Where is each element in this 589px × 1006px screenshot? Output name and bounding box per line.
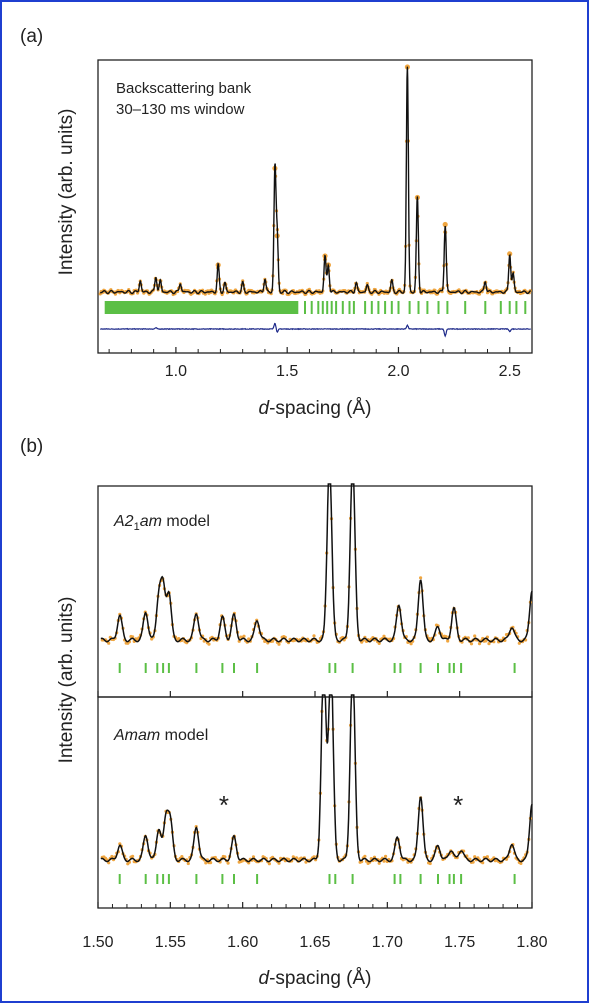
observed-point	[177, 637, 181, 641]
panel-a-calculated-series	[100, 66, 532, 295]
x-tick-label: 1.60	[227, 934, 258, 951]
observed-point	[477, 642, 482, 646]
observed-point	[223, 855, 227, 859]
panel-a-xlabel-italic: d	[259, 398, 271, 419]
observed-point	[110, 854, 114, 859]
observed-point	[107, 641, 111, 645]
observed-point	[442, 221, 448, 228]
model-label-italic: A2	[113, 513, 134, 530]
panel-b-plot: A21am model Amam model * * 1.50 1.55 1.60 1.…	[82, 483, 548, 951]
observed-point	[363, 854, 367, 858]
observed-point	[207, 642, 211, 646]
observed-point	[251, 855, 256, 859]
observed-point	[226, 861, 230, 865]
panel-b-lower-model-label: Amam model	[113, 727, 208, 744]
observed-point	[247, 637, 251, 641]
panel-a-annotation-line-1: Backscattering bank	[116, 80, 252, 97]
reflection-tick-band	[104, 301, 299, 314]
x-tick-label: 1.0	[165, 363, 187, 380]
asterisk-marker: *	[453, 790, 463, 820]
model-label-italic: Amam	[113, 727, 160, 744]
observed-point	[186, 861, 190, 866]
panel-a-xlabel-rest: -spacing (Å)	[269, 398, 371, 419]
observed-point	[312, 634, 316, 638]
panel-b-xlabel-rest: -spacing (Å)	[269, 968, 371, 989]
observed-point	[487, 642, 491, 646]
panel-b-ylabel: Intensity (arb. units)	[56, 597, 77, 764]
observed-point	[312, 855, 316, 859]
observed-point	[507, 251, 513, 257]
observed-point	[384, 854, 388, 859]
observed-point	[277, 861, 281, 865]
panel-b-lower-calculated-series	[100, 694, 533, 863]
panel-b-asterisks: * *	[219, 790, 463, 820]
x-tick-label: 1.50	[82, 934, 113, 951]
panel-b-x-ticks: 1.50 1.55 1.60 1.65 1.70 1.75 1.80	[82, 691, 548, 951]
model-label-rest: model	[160, 727, 208, 744]
panel-a-reflection-ticks	[104, 301, 527, 314]
observed-point	[469, 642, 474, 646]
x-tick-label: 1.5	[276, 363, 298, 380]
panel-a-ylabel: Intensity (arb. units)	[56, 109, 77, 276]
observed-point	[377, 641, 381, 646]
x-tick-label: 1.70	[372, 934, 403, 951]
model-label-italic-2: am	[140, 513, 162, 530]
observed-point	[446, 639, 450, 643]
observed-point	[485, 855, 489, 859]
x-tick-label: 2.0	[387, 363, 409, 380]
x-tick-label: 1.80	[516, 934, 547, 951]
observed-point	[484, 639, 488, 643]
panel-a-axes	[97, 59, 533, 354]
observed-point	[382, 859, 386, 863]
panel-b-label: (b)	[20, 436, 43, 457]
observed-point	[131, 854, 135, 859]
panel-a-label: (a)	[20, 26, 43, 47]
observed-point	[444, 635, 448, 639]
panel-b-upper-observed-series	[100, 516, 533, 646]
observed-point	[267, 862, 271, 866]
observed-point	[473, 634, 477, 638]
observed-point	[473, 855, 477, 859]
panel-a-annotation-line-2: 30–130 ms window	[116, 101, 245, 118]
panel-b-upper-model-label: A21am model	[113, 513, 210, 533]
observed-point	[382, 634, 386, 638]
x-tick-label: 1.75	[444, 934, 475, 951]
panel-a-plot: Backscattering bank 30–130 ms window 1.0…	[97, 59, 533, 380]
asterisk-marker: *	[219, 790, 229, 820]
observed-point	[204, 861, 208, 865]
panel-a-observed-series	[98, 64, 532, 297]
panel-b-lower-reflection-ticks	[118, 874, 516, 884]
observed-point	[377, 861, 381, 865]
observed-point	[242, 634, 246, 638]
observed-point	[209, 861, 213, 865]
model-label-subscript: 1	[134, 521, 140, 533]
observed-point	[517, 641, 521, 645]
observed-point	[277, 642, 281, 646]
x-tick-label: 2.5	[499, 363, 521, 380]
observed-point	[419, 576, 423, 580]
panel-b-xlabel: d-spacing (Å)	[259, 968, 372, 989]
panel-a-difference-curve	[100, 322, 532, 338]
panel-a-x-ticks: 1.0 1.5 2.0 2.5	[108, 347, 521, 380]
observed-point	[428, 861, 432, 866]
observed-point	[180, 855, 184, 859]
panel-b-xlabel-italic: d	[259, 968, 271, 989]
observed-point	[409, 642, 413, 646]
x-tick-label: 1.65	[299, 934, 330, 951]
observed-point	[271, 639, 275, 643]
panel-a-xlabel: d-spacing (Å)	[259, 398, 372, 419]
panel-b-upper-calculated-series	[100, 483, 533, 643]
x-tick-label: 1.55	[155, 934, 186, 951]
panel-b-upper-reflection-ticks	[118, 663, 516, 673]
observed-point	[118, 842, 122, 846]
observed-point	[519, 861, 523, 866]
model-label-rest: model	[162, 513, 210, 530]
